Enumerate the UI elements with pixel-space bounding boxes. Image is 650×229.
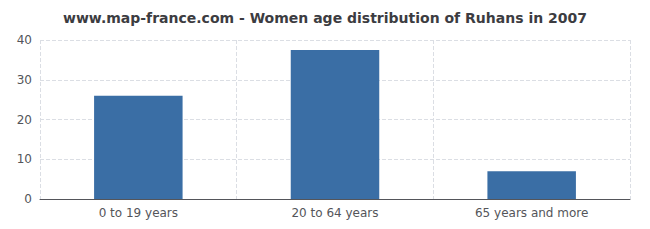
svg-text:0 to 19 years: 0 to 19 years xyxy=(99,206,178,220)
svg-text:40: 40 xyxy=(17,33,32,47)
svg-text:65 years and more: 65 years and more xyxy=(475,206,588,220)
svg-text:20 to 64 years: 20 to 64 years xyxy=(291,206,378,220)
svg-text:www.map-france.com - Women age: www.map-france.com - Women age distribut… xyxy=(63,10,587,26)
svg-text:20: 20 xyxy=(17,113,32,127)
svg-text:30: 30 xyxy=(17,73,32,87)
svg-text:0: 0 xyxy=(24,192,32,206)
svg-text:10: 10 xyxy=(17,152,32,166)
